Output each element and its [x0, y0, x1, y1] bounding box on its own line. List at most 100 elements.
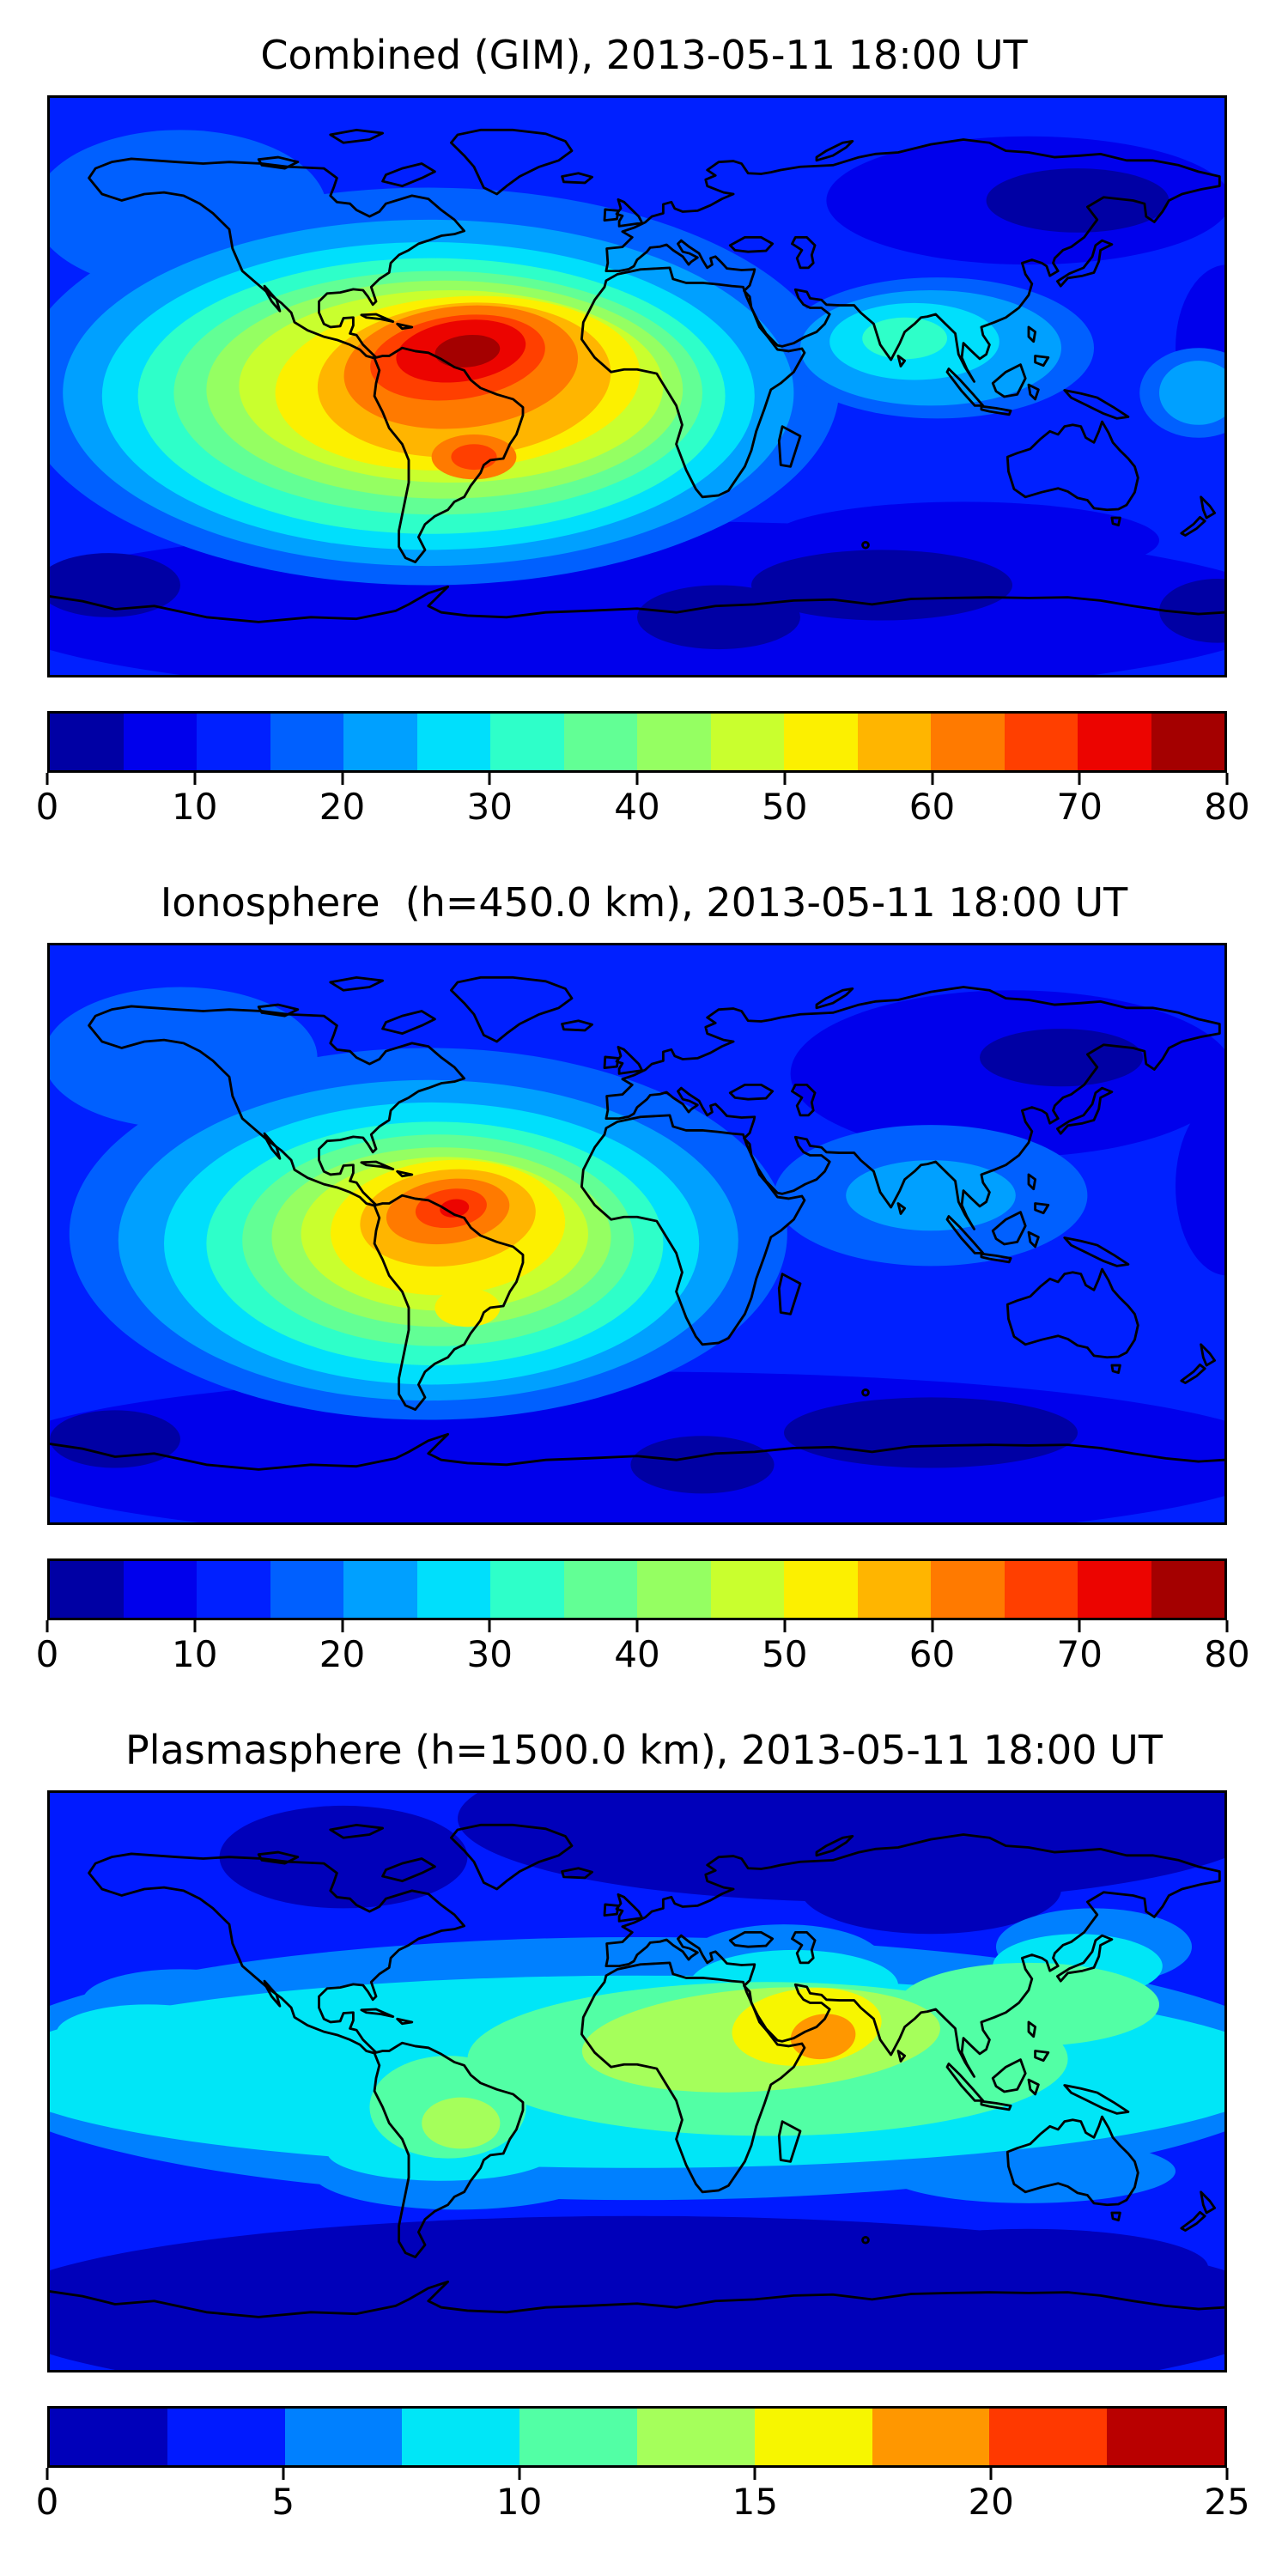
colorbar-segment — [1107, 2409, 1224, 2465]
colorbar-segment — [857, 714, 931, 770]
colorbar-segment — [931, 1561, 1005, 1618]
colorbar-segment — [754, 2409, 872, 2465]
tick-mark — [989, 2468, 993, 2480]
contour-map-combined — [50, 98, 1224, 675]
colorbar-segment — [784, 1561, 858, 1618]
tick-mark — [1225, 773, 1229, 785]
tick-label: 25 — [1204, 2481, 1250, 2523]
colorbar-segment — [563, 714, 637, 770]
tick-mark — [193, 773, 197, 785]
colorbar-segment — [1004, 1561, 1078, 1618]
tick-label: 40 — [614, 786, 660, 828]
colorbar-segment — [270, 1561, 343, 1618]
tick-label: 40 — [614, 1633, 660, 1675]
tick-label: 60 — [908, 1633, 956, 1675]
tick-mark — [1078, 773, 1081, 785]
colorbar-segment — [197, 714, 270, 770]
colorbar-plasmasphere — [47, 2406, 1227, 2468]
colorbar-segment — [270, 714, 343, 770]
panel-title-plasmasphere: Plasmasphere (h=1500.0 km), 2013-05-11 1… — [125, 1727, 1163, 1773]
colorbar-segment — [636, 2409, 755, 2465]
colorbar-ticks-ionosphere — [46, 1620, 1229, 1632]
tick-mark — [635, 1620, 639, 1632]
colorbar-segment — [872, 2409, 990, 2465]
panel-combined-gim: Combined (GIM), 2013-05-11 18:00 UT — [0, 0, 1288, 848]
colorbar-segment — [343, 1561, 417, 1618]
colorbar-segment — [416, 1561, 490, 1618]
colorbar-segment — [343, 714, 417, 770]
colorbar-segment — [197, 1561, 270, 1618]
colorbar-ticklabels-plasmasphere: 0 5 10 15 20 25 — [36, 2481, 1250, 2526]
colorbar-ticklabels-combined: 0 10 20 30 40 50 60 70 80 — [36, 786, 1250, 831]
tick-mark — [341, 773, 343, 785]
tick-mark — [931, 773, 933, 785]
tick-label: 30 — [466, 786, 513, 828]
map-combined-gim — [47, 95, 1227, 677]
tick-label: 20 — [319, 786, 366, 828]
tick-mark — [46, 773, 49, 785]
colorbar-segment — [1151, 714, 1224, 770]
contour-fills-combined — [50, 98, 1224, 675]
tick-label: 5 — [271, 2481, 295, 2523]
colorbar-segment — [1151, 1561, 1224, 1618]
contour-fills-plasmasphere — [50, 1793, 1224, 2370]
tick-label: 50 — [762, 786, 808, 828]
colorbar-segment — [931, 714, 1005, 770]
tick-mark — [193, 1620, 197, 1632]
colorbar-segment — [50, 1561, 124, 1618]
colorbar-segment — [416, 714, 490, 770]
tick-label: 0 — [35, 786, 59, 828]
colorbar-segment — [710, 714, 784, 770]
tick-mark — [783, 773, 787, 785]
colorbar-ticks-plasmasphere — [46, 2468, 1229, 2480]
map-ionosphere — [47, 943, 1227, 1525]
tick-mark — [783, 1620, 787, 1632]
tick-mark — [1225, 1620, 1229, 1632]
tick-label: 60 — [908, 786, 956, 828]
tick-label: 70 — [1056, 786, 1103, 828]
tick-label: 80 — [1204, 1633, 1250, 1675]
map-plasmasphere — [47, 1790, 1227, 2372]
tick-mark — [518, 2468, 521, 2480]
tick-mark — [46, 1620, 49, 1632]
tick-label: 0 — [35, 2481, 59, 2523]
tick-label: 15 — [732, 2481, 779, 2523]
tick-mark — [635, 773, 639, 785]
colorbar-segment — [857, 1561, 931, 1618]
colorbar-segment — [123, 1561, 197, 1618]
tick-mark — [753, 2468, 756, 2480]
tick-label: 20 — [319, 1633, 366, 1675]
colorbar-ionosphere — [47, 1558, 1227, 1620]
colorbar-ticks-combined — [46, 773, 1229, 785]
colorbar-segment — [1078, 1561, 1151, 1618]
tick-mark — [931, 1620, 933, 1632]
colorbar-segment — [1078, 714, 1151, 770]
contour-map-plasmasphere — [50, 1793, 1224, 2370]
tick-label: 30 — [466, 1633, 513, 1675]
colorbar-segment — [284, 2409, 403, 2465]
tick-mark — [488, 773, 491, 785]
colorbar-segment — [50, 714, 124, 770]
colorbar-segment — [989, 2409, 1108, 2465]
colorbar-segment — [490, 714, 564, 770]
tick-label: 80 — [1204, 786, 1250, 828]
tick-label: 0 — [35, 1633, 59, 1675]
contour-map-ionosphere — [50, 945, 1224, 1522]
colorbar-segment — [637, 1561, 711, 1618]
colorbar-segment — [50, 2409, 167, 2465]
tick-mark — [282, 2468, 285, 2480]
tick-mark — [488, 1620, 491, 1632]
colorbar-segment — [784, 714, 858, 770]
colorbar-segment — [710, 1561, 784, 1618]
tick-label: 10 — [495, 2481, 543, 2523]
tick-mark — [1225, 2468, 1229, 2480]
panel-plasmasphere: Plasmasphere (h=1500.0 km), 2013-05-11 1… — [0, 1695, 1288, 2543]
tick-label: 10 — [172, 1633, 218, 1675]
colorbar-segment — [563, 1561, 637, 1618]
tick-label: 10 — [172, 786, 218, 828]
tick-label: 70 — [1056, 1633, 1103, 1675]
colorbar-segment — [167, 2409, 285, 2465]
tick-label: 20 — [968, 2481, 1014, 2523]
tick-mark — [1078, 1620, 1081, 1632]
